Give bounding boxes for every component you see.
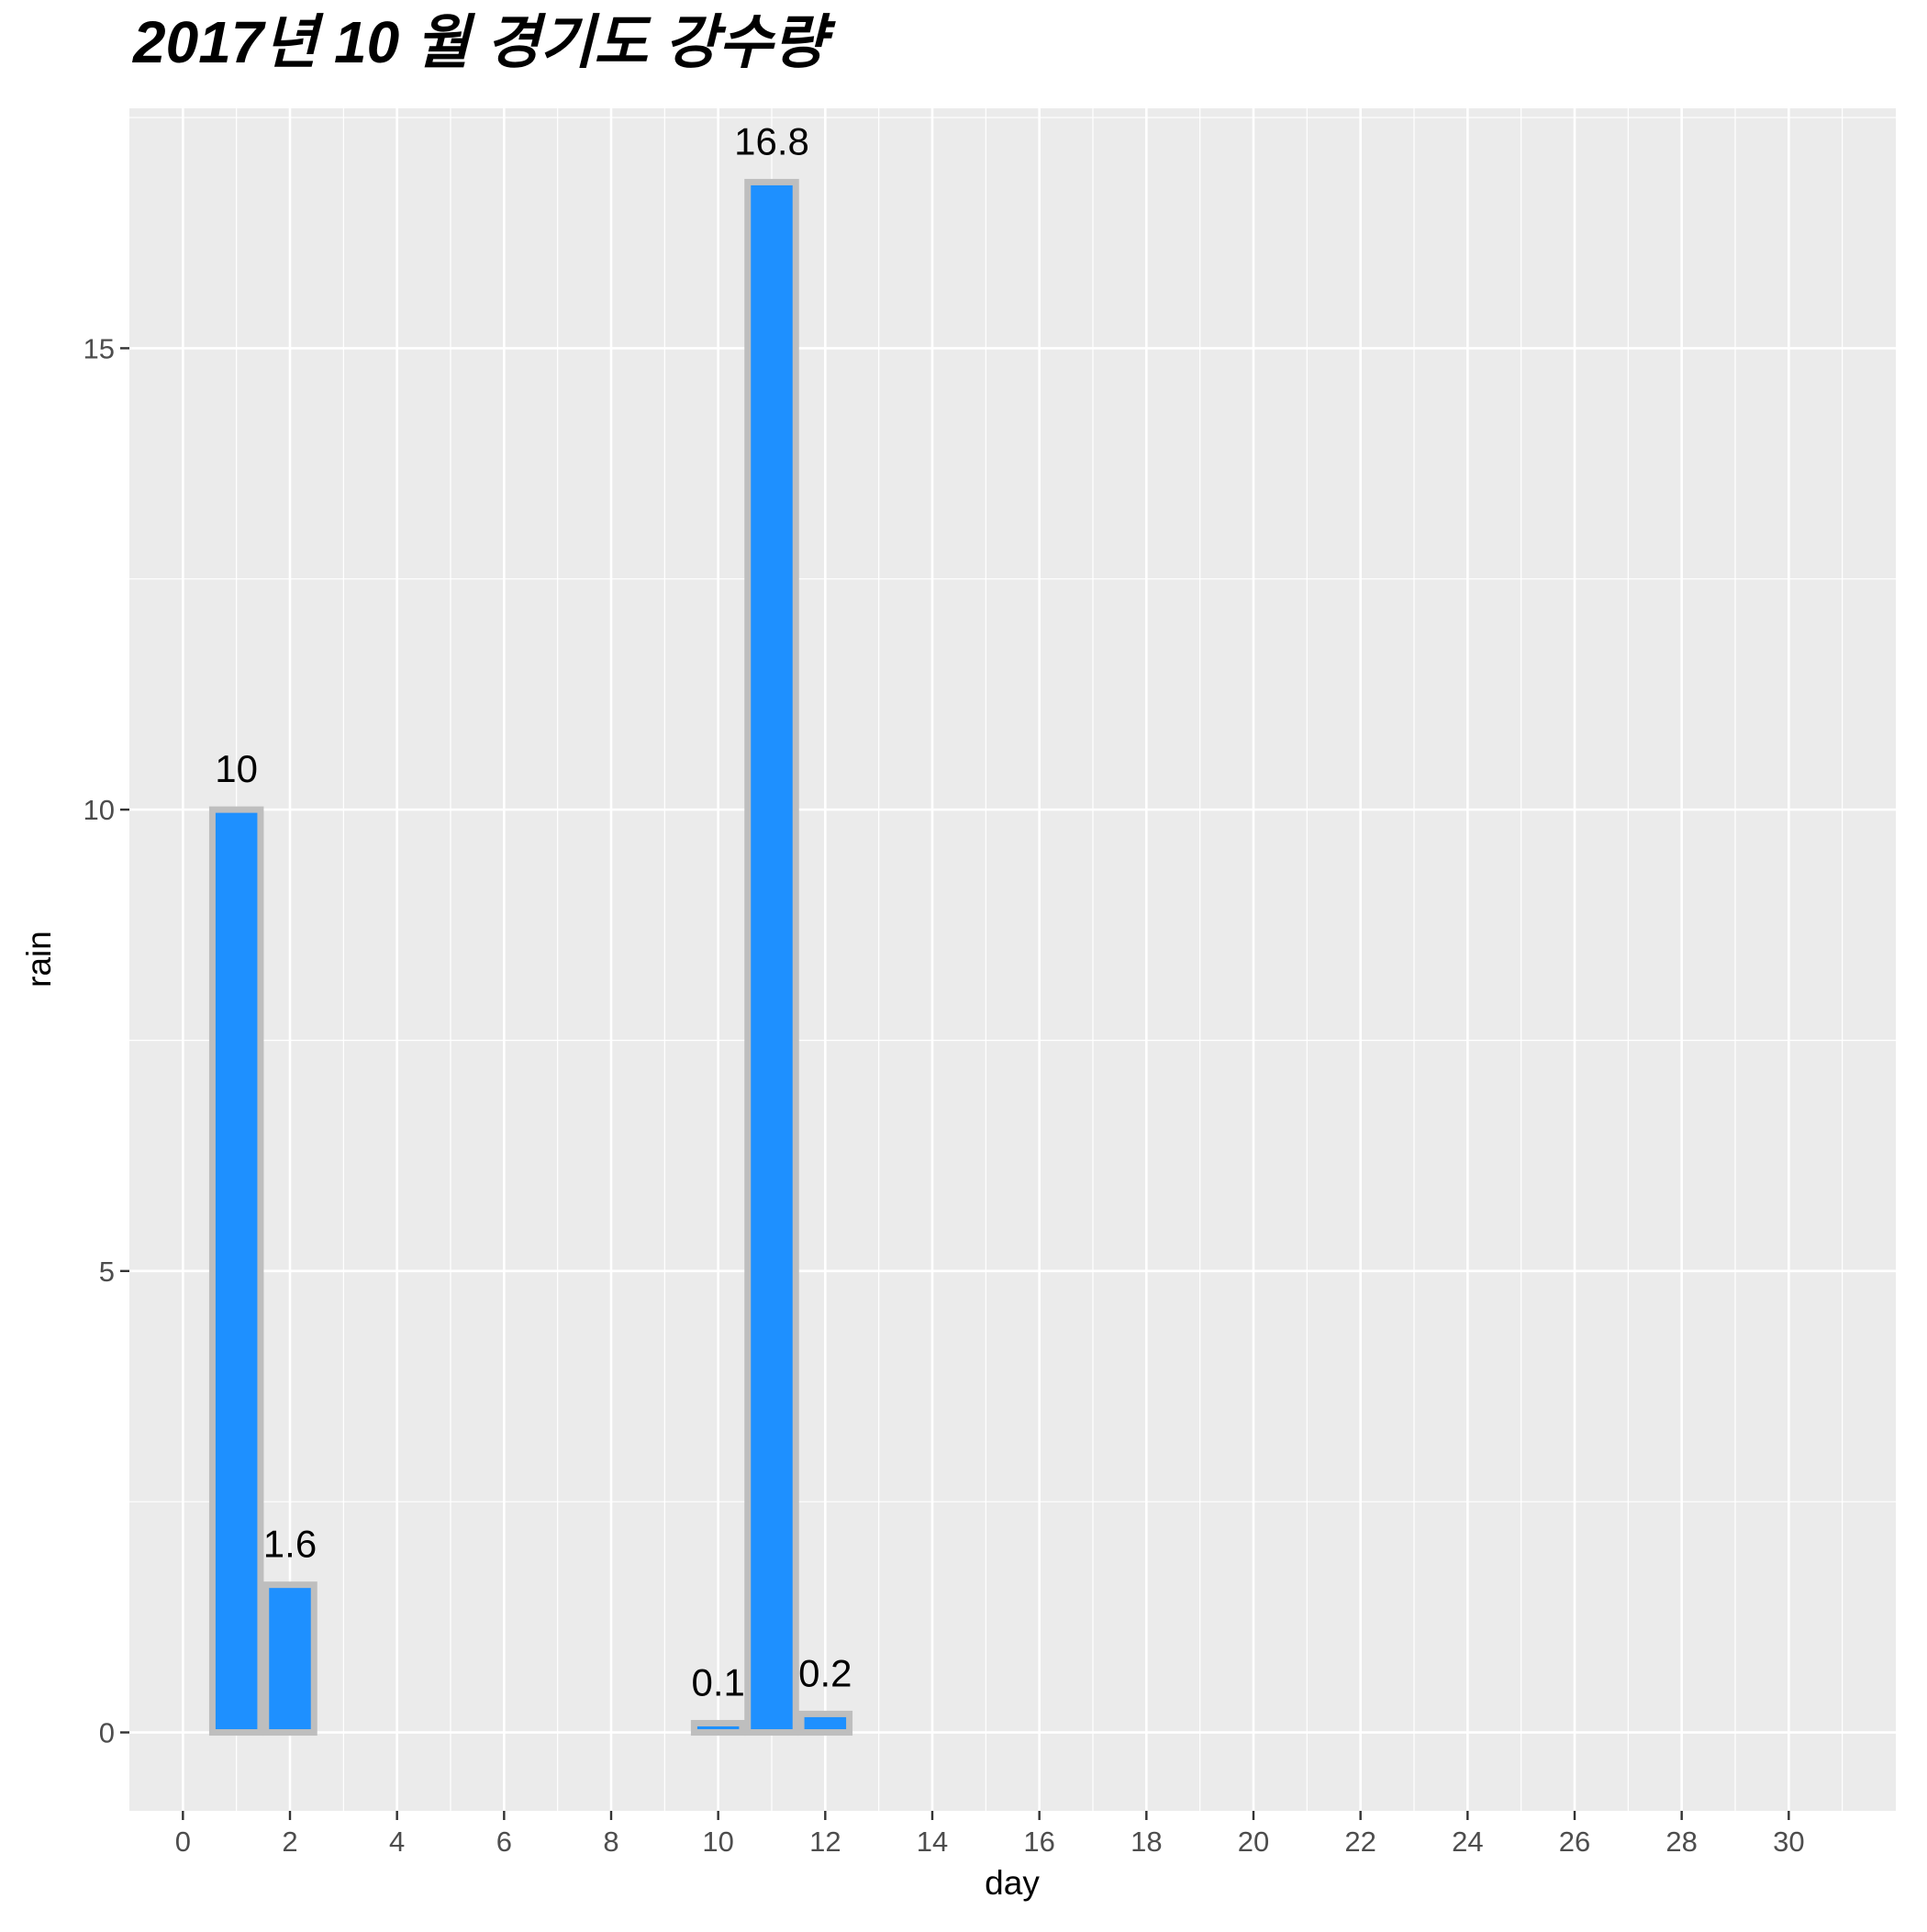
- y-axis-title: rain: [20, 931, 58, 988]
- x-tick-label: 30: [1773, 1826, 1804, 1858]
- plot-panel: [129, 108, 1896, 1811]
- x-tick-label: 18: [1131, 1826, 1162, 1858]
- y-axis: 0 5 10 15: [84, 332, 129, 1749]
- x-tick-label: 20: [1238, 1826, 1269, 1858]
- x-tick-label: 10: [702, 1826, 733, 1858]
- data-label-day-10: 0.1: [691, 1660, 744, 1703]
- x-axis: 0 2 4 6 8 10 12 14 16 18 20 22 24 26 28 30: [175, 1811, 1805, 1858]
- x-tick-label: 2: [282, 1826, 297, 1858]
- x-tick-label: 12: [809, 1826, 841, 1858]
- y-tick-label: 5: [99, 1256, 115, 1288]
- y-tick-label: 0: [99, 1717, 115, 1749]
- major-gridlines: [129, 108, 1896, 1811]
- bar-day-1: [208, 806, 264, 1737]
- x-tick-label: 4: [389, 1826, 405, 1858]
- x-axis-title: day: [985, 1864, 1040, 1902]
- data-label-day-12: 0.2: [798, 1651, 852, 1694]
- x-tick-label: 8: [603, 1826, 618, 1858]
- bar-day-11: [744, 178, 799, 1737]
- x-tick-label: 22: [1344, 1826, 1376, 1858]
- bar-day-12: [797, 1710, 853, 1737]
- x-tick-label: 6: [496, 1826, 512, 1858]
- bar-day-10: [690, 1719, 746, 1737]
- data-label-day-2: 1.6: [263, 1523, 317, 1566]
- x-tick-label: 28: [1665, 1826, 1697, 1858]
- y-tick-label: 10: [84, 794, 115, 826]
- x-tick-label: 26: [1559, 1826, 1590, 1858]
- x-tick-label: 16: [1023, 1826, 1054, 1858]
- data-label-day-1: 10: [215, 747, 258, 790]
- bars-group: [208, 178, 853, 1737]
- y-tick-label: 15: [84, 332, 115, 364]
- bar-day-2: [262, 1581, 317, 1737]
- data-label-day-11: 16.8: [734, 119, 809, 162]
- x-tick-label: 0: [175, 1826, 191, 1858]
- x-tick-label: 24: [1452, 1826, 1483, 1858]
- data-labels-group: 10 1.6 0.1 16.8 0.2: [215, 119, 852, 1703]
- x-tick-label: 14: [917, 1826, 948, 1858]
- chart-title: 2017년 10 월 경기도 강수량: [132, 9, 836, 75]
